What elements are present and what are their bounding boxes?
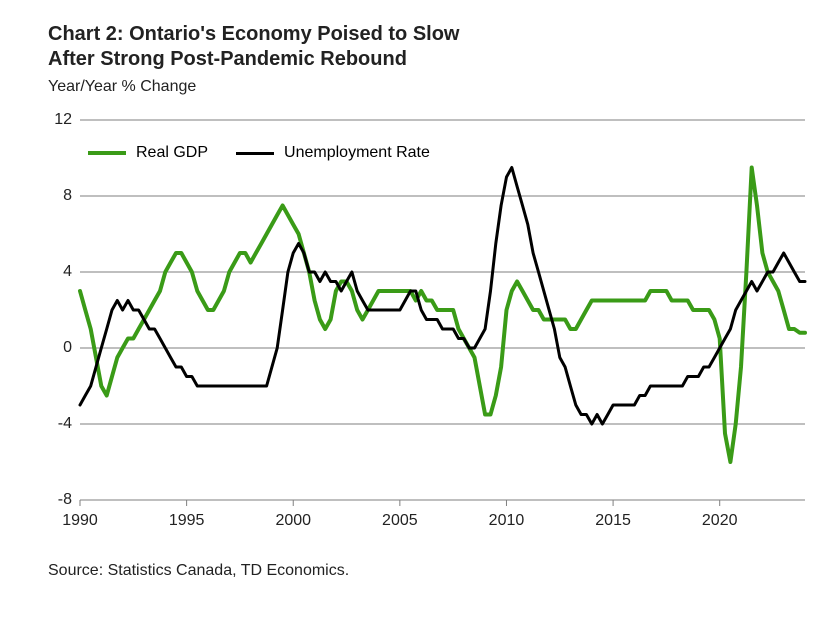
x-tick-label: 2010 [489, 512, 525, 530]
series-line [80, 168, 805, 463]
x-tick-label: 2005 [382, 512, 418, 530]
y-tick-label: 0 [63, 339, 72, 357]
x-tick-label: 1990 [62, 512, 98, 530]
y-tick-label: -4 [58, 415, 72, 433]
chart-container: Chart 2: Ontario's Economy Poised to Slo… [0, 0, 827, 617]
x-tick-label: 2015 [595, 512, 631, 530]
x-tick-label: 1995 [169, 512, 205, 530]
y-tick-label: 12 [54, 111, 72, 129]
y-tick-label: 4 [63, 263, 72, 281]
y-tick-label: -8 [58, 491, 72, 509]
series-line [80, 168, 805, 425]
x-tick-label: 2020 [702, 512, 738, 530]
y-tick-label: 8 [63, 187, 72, 205]
chart-footnote: Source: Statistics Canada, TD Economics. [48, 562, 349, 580]
x-tick-label: 2000 [275, 512, 311, 530]
